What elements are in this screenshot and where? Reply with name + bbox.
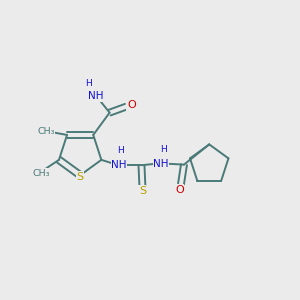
Text: NH: NH — [88, 91, 104, 101]
Text: O: O — [175, 185, 184, 195]
Text: H: H — [117, 146, 124, 155]
Text: NH: NH — [153, 159, 169, 169]
Text: CH₃: CH₃ — [33, 169, 50, 178]
Text: H: H — [85, 79, 92, 88]
Text: S: S — [139, 186, 146, 196]
Text: NH: NH — [111, 160, 127, 170]
Text: O: O — [127, 100, 136, 110]
Text: CH₃: CH₃ — [38, 127, 55, 136]
Text: H: H — [160, 145, 167, 154]
Text: S: S — [76, 172, 84, 182]
